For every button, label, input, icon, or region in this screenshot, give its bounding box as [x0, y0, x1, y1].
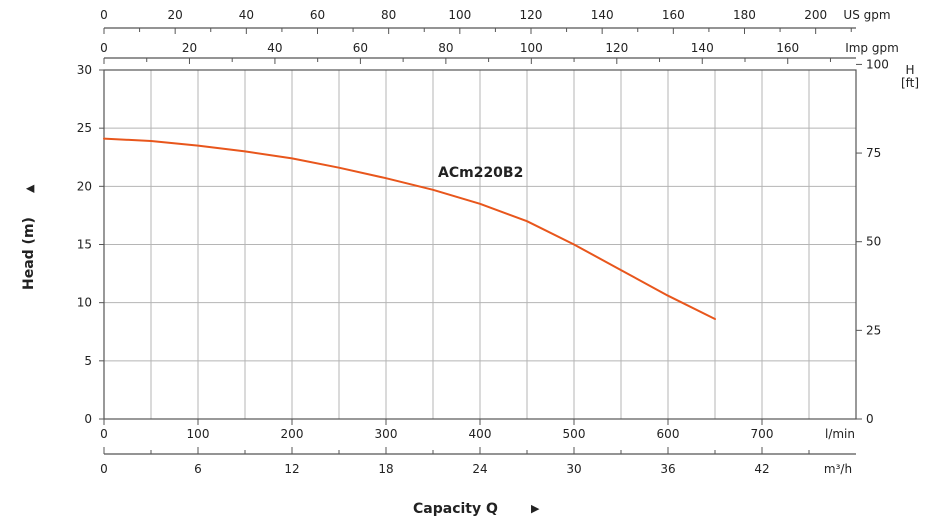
x-axis-arrow-icon: ▶: [531, 502, 540, 515]
top-imp-unit-label: Imp gpm: [845, 41, 899, 55]
top-imp-tick-label: 100: [520, 41, 543, 55]
top-us-tick-label: 0: [100, 8, 108, 22]
top-imp-tick-label: 160: [776, 41, 799, 55]
grid: [103, 69, 857, 420]
y-axis-title: Head (m): [21, 217, 37, 290]
x-tick-label: 700: [751, 427, 774, 441]
top-imp-tick-label: 60: [353, 41, 368, 55]
top-us-tick-label: 200: [804, 8, 827, 22]
x2-tick-label: 12: [284, 462, 299, 476]
top-us-tick-label: 20: [168, 8, 183, 22]
y-tick-label: 20: [77, 179, 92, 193]
top-us-tick-label: 180: [733, 8, 756, 22]
top-imp-tick-label: 20: [182, 41, 197, 55]
top-us-unit-label: US gpm: [843, 8, 890, 22]
x2-tick-label: 24: [472, 462, 487, 476]
x2-tick-label: 30: [566, 462, 581, 476]
top-us-tick-label: 60: [310, 8, 325, 22]
tick-marks: [99, 28, 862, 454]
y2-tick-label: 50: [866, 235, 881, 249]
x2-tick-label: 42: [754, 462, 769, 476]
top-imp-tick-label: 40: [267, 41, 282, 55]
y2-tick-label: 0: [866, 412, 874, 426]
top-us-tick-label: 160: [662, 8, 685, 22]
series-label: ACm220B2: [438, 165, 523, 181]
y-tick-label: 10: [77, 296, 92, 310]
x-tick-label: 0: [100, 427, 108, 441]
top-us-tick-label: 140: [591, 8, 614, 22]
x-tick-label: 200: [281, 427, 304, 441]
x2-unit-label: m³/h: [824, 462, 852, 476]
x2-tick-label: 18: [378, 462, 393, 476]
top-us-tick-label: 120: [520, 8, 543, 22]
y-tick-label: 0: [84, 412, 92, 426]
x-tick-label: 300: [375, 427, 398, 441]
top-imp-tick-label: 80: [438, 41, 453, 55]
y-tick-label: 5: [84, 354, 92, 368]
x-tick-label: 500: [563, 427, 586, 441]
y2-tick-label: 100: [866, 57, 889, 71]
top-imp-tick-label: 140: [691, 41, 714, 55]
y2-tick-label: 25: [866, 323, 881, 337]
series-layer: [103, 137, 716, 320]
x2-tick-label: 0: [100, 462, 108, 476]
top-imp-tick-label: 0: [100, 41, 108, 55]
y-tick-label: 25: [77, 121, 92, 135]
x-axis-title: Capacity Q: [413, 501, 498, 517]
x-tick-label: 600: [657, 427, 680, 441]
series-line: [103, 137, 716, 320]
top-us-tick-label: 80: [381, 8, 396, 22]
x2-tick-label: 6: [194, 462, 202, 476]
x2-tick-label: 36: [660, 462, 675, 476]
x-unit-label: l/min: [825, 427, 855, 441]
y2-unit-label: H: [905, 63, 914, 77]
y-tick-label: 15: [77, 238, 92, 252]
x-tick-label: 100: [187, 427, 210, 441]
top-imp-tick-label: 120: [605, 41, 628, 55]
top-us-tick-label: 40: [239, 8, 254, 22]
y2-tick-label: 75: [866, 146, 881, 160]
top-us-tick-label: 100: [448, 8, 471, 22]
y-axis-arrow-icon: ▲: [23, 184, 36, 193]
y2-unit-sub-label: [ft]: [901, 76, 919, 90]
y-tick-label: 30: [77, 63, 92, 77]
x-tick-label: 400: [469, 427, 492, 441]
